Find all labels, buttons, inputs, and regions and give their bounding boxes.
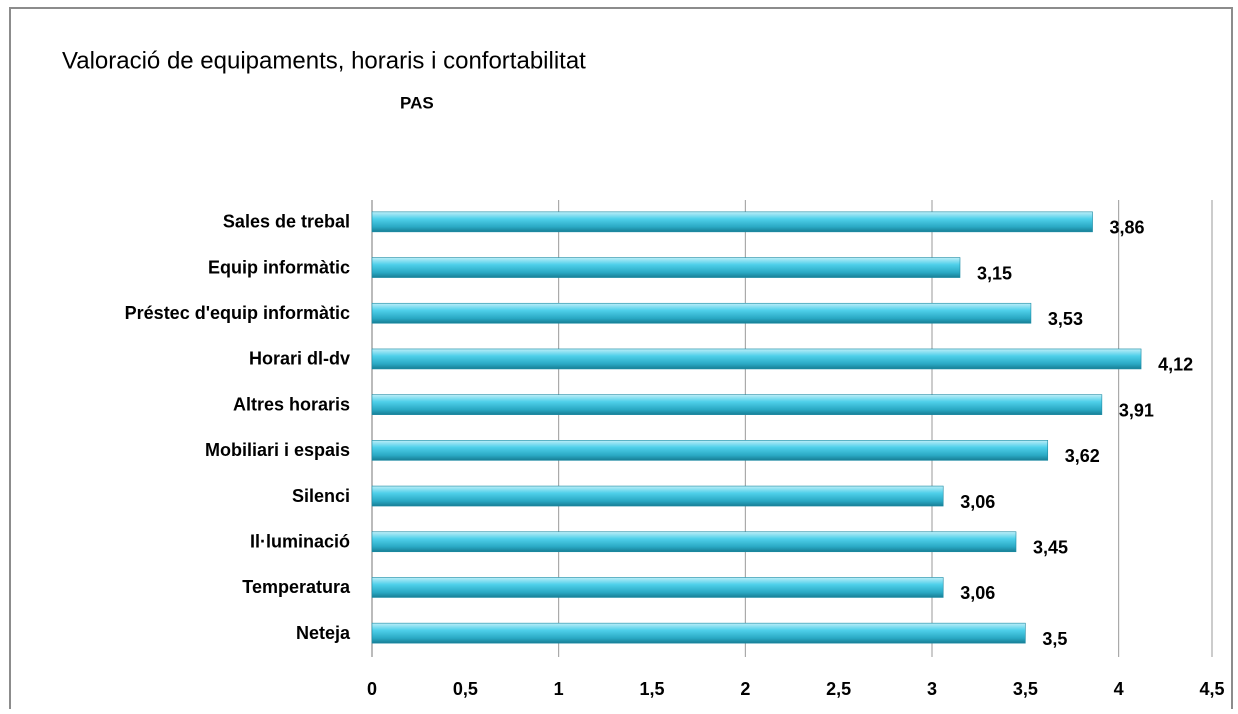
bar: [371, 531, 1017, 553]
value-label: 3,06: [960, 492, 995, 512]
value-label: 4,12: [1158, 355, 1193, 375]
value-label: 3,15: [977, 263, 1012, 283]
value-label: 3,86: [1110, 218, 1145, 238]
x-tick-label: 2: [740, 679, 750, 699]
x-tick-label: 3: [927, 679, 937, 699]
value-label: 3,06: [960, 583, 995, 603]
x-tick-label: 0: [367, 679, 377, 699]
bar: [371, 211, 1093, 233]
y-tick-label: Altres horaris: [233, 394, 350, 414]
y-tick-label: Neteja: [296, 623, 351, 643]
bar: [371, 485, 944, 507]
chart-subtitle: PAS: [400, 93, 434, 112]
x-tick-label: 3,5: [1013, 679, 1038, 699]
value-label: 3,62: [1065, 446, 1100, 466]
value-label: 3,91: [1119, 400, 1154, 420]
y-tick-label: Préstec d'equip informàtic: [125, 303, 350, 323]
y-tick-label: Equip informàtic: [208, 257, 350, 277]
y-tick-label: Sales de trebal: [223, 212, 350, 232]
bar: [371, 577, 944, 598]
x-tick-label: 4: [1114, 679, 1124, 699]
bar: [371, 257, 961, 278]
x-tick-label: 0,5: [453, 679, 478, 699]
x-tick-label: 2,5: [826, 679, 851, 699]
x-tick-label: 1,5: [639, 679, 664, 699]
bar: [371, 622, 1026, 644]
chart-title: Valoració de equipaments, horaris i conf…: [62, 47, 586, 74]
y-tick-label: Temperatura: [242, 577, 351, 597]
bar: [371, 394, 1103, 415]
bar: [371, 302, 1032, 324]
value-label: 3,53: [1048, 309, 1083, 329]
value-label: 3,45: [1033, 538, 1068, 558]
y-tick-label: Mobiliari i espais: [205, 440, 350, 460]
bar: [371, 348, 1142, 370]
x-tick-label: 4,5: [1199, 679, 1224, 699]
y-tick-label: Silenci: [292, 486, 350, 506]
value-label: 3,5: [1042, 629, 1067, 649]
bar: [371, 440, 1049, 461]
y-tick-label: Il·luminació: [250, 532, 350, 552]
y-tick-label: Horari dl-dv: [249, 349, 350, 369]
x-tick-label: 1: [554, 679, 564, 699]
